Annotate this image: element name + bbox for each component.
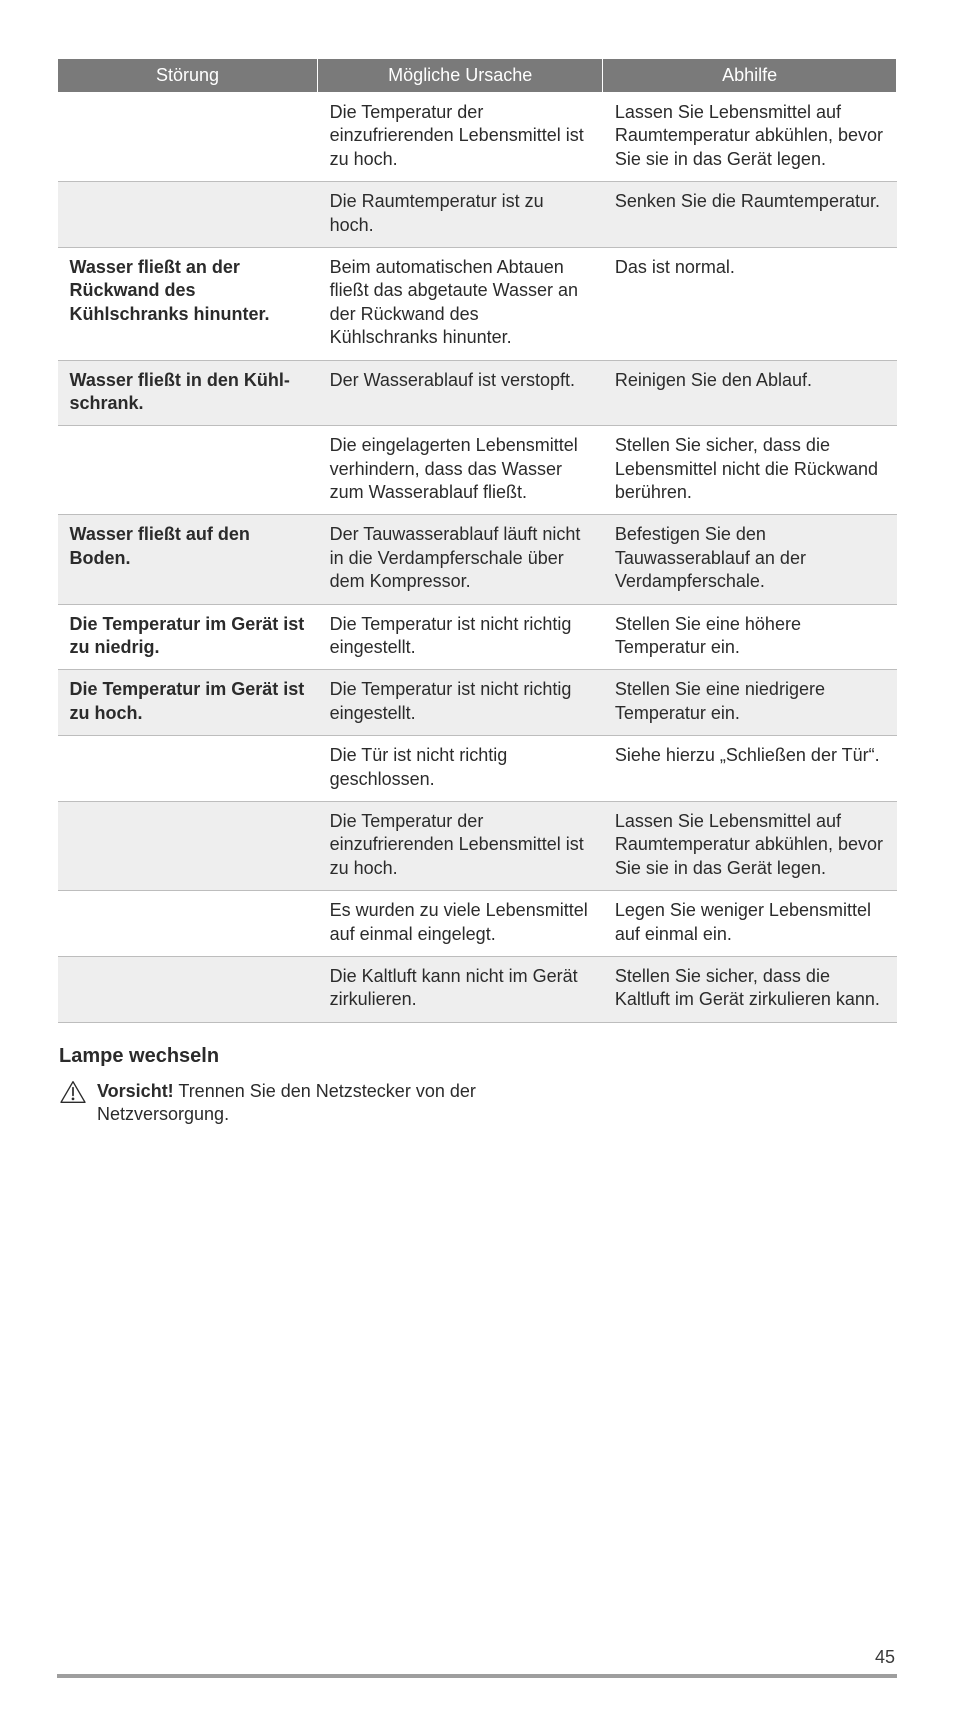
cell-remedy: Lassen Sie Lebensmittel auf Raumtem­pera… <box>603 93 897 182</box>
cell-remedy: Reinigen Sie den Ablauf. <box>603 360 897 426</box>
warning-label: Vorsicht! <box>97 1081 174 1101</box>
cell-remedy: Stellen Sie eine höhere Temperatur ein. <box>603 604 897 670</box>
cell-issue: Wasser fließt auf den Boden. <box>58 515 318 604</box>
cell-issue: Die Temperatur im Gerät ist zu niedrig. <box>58 604 318 670</box>
cell-issue <box>58 801 318 890</box>
cell-cause: Die Temperatur ist nicht richtig einge­s… <box>318 670 603 736</box>
page-number: 45 <box>875 1647 897 1668</box>
cell-issue: Wasser fließt in den Kühl­schrank. <box>58 360 318 426</box>
header-cause: Mögliche Ursache <box>318 59 603 93</box>
table-row: Die eingelagerten Lebensmittel verhin­de… <box>58 426 897 515</box>
table-row: Die Temperatur im Gerät ist zu niedrig.D… <box>58 604 897 670</box>
cell-cause: Die eingelagerten Lebensmittel verhin­de… <box>318 426 603 515</box>
cell-issue <box>58 956 318 1022</box>
cell-issue <box>58 182 318 248</box>
table-row: Es wurden zu viele Lebensmittel auf einm… <box>58 891 897 957</box>
table-header-row: Störung Mögliche Ursache Abhilfe <box>58 59 897 93</box>
table-row: Die Tür ist nicht richtig geschlossen.Si… <box>58 736 897 802</box>
cell-remedy: Lassen Sie Lebensmittel auf Raumtem­pera… <box>603 801 897 890</box>
cell-issue <box>58 736 318 802</box>
footer-rule <box>57 1674 897 1678</box>
table-row: Die Temperatur der einzufrierenden Leben… <box>58 801 897 890</box>
section-heading-lamp: Lampe wechseln <box>59 1045 897 1068</box>
cell-cause: Die Temperatur der einzufrierenden Leben… <box>318 801 603 890</box>
cell-remedy: Legen Sie weniger Lebensmittel auf ein­m… <box>603 891 897 957</box>
page-footer: 45 <box>57 1647 897 1678</box>
cell-remedy: Senken Sie die Raumtemperatur. <box>603 182 897 248</box>
warning-triangle-icon <box>59 1080 87 1104</box>
cell-cause: Die Temperatur der einzufrierenden Leben… <box>318 93 603 182</box>
cell-remedy: Stellen Sie eine niedrigere Temperatur e… <box>603 670 897 736</box>
troubleshooting-table: Störung Mögliche Ursache Abhilfe Die Tem… <box>57 58 897 1023</box>
cell-remedy: Stellen Sie sicher, dass die Lebensmitte… <box>603 426 897 515</box>
cell-remedy: Stellen Sie sicher, dass die Kaltluft im… <box>603 956 897 1022</box>
table-row: Die Temperatur der einzufrierenden Leben… <box>58 93 897 182</box>
cell-issue: Wasser fließt an der Rückwand des Kühlsc… <box>58 247 318 360</box>
cell-cause: Die Kaltluft kann nicht im Gerät zirku­l… <box>318 956 603 1022</box>
header-issue: Störung <box>58 59 318 93</box>
warning-block: Vorsicht! Trennen Sie den Netzstecker vo… <box>59 1080 897 1127</box>
cell-issue <box>58 93 318 182</box>
cell-cause: Beim automatischen Abtauen fließt das ab… <box>318 247 603 360</box>
table-row: Wasser fließt auf den Boden.Der Tauwasse… <box>58 515 897 604</box>
cell-issue: Die Temperatur im Gerät ist zu hoch. <box>58 670 318 736</box>
table-row: Wasser fließt an der Rückwand des Kühlsc… <box>58 247 897 360</box>
cell-cause: Der Tauwasserablauf läuft nicht in die V… <box>318 515 603 604</box>
cell-remedy: Siehe hierzu „Schließen der Tür“. <box>603 736 897 802</box>
table-row: Wasser fließt in den Kühl­schrank.Der Wa… <box>58 360 897 426</box>
cell-cause: Der Wasserablauf ist verstopft. <box>318 360 603 426</box>
cell-cause: Die Tür ist nicht richtig geschlossen. <box>318 736 603 802</box>
cell-issue <box>58 426 318 515</box>
header-remedy: Abhilfe <box>603 59 897 93</box>
cell-remedy: Befestigen Sie den Tauwasserablauf an de… <box>603 515 897 604</box>
table-row: Die Raumtemperatur ist zu hoch.Senken Si… <box>58 182 897 248</box>
cell-cause: Die Raumtemperatur ist zu hoch. <box>318 182 603 248</box>
cell-issue <box>58 891 318 957</box>
table-row: Die Kaltluft kann nicht im Gerät zirku­l… <box>58 956 897 1022</box>
table-row: Die Temperatur im Gerät ist zu hoch.Die … <box>58 670 897 736</box>
cell-cause: Es wurden zu viele Lebensmittel auf einm… <box>318 891 603 957</box>
cell-remedy: Das ist normal. <box>603 247 897 360</box>
cell-cause: Die Temperatur ist nicht richtig einge­s… <box>318 604 603 670</box>
warning-text: Vorsicht! Trennen Sie den Netzstecker vo… <box>97 1080 537 1127</box>
